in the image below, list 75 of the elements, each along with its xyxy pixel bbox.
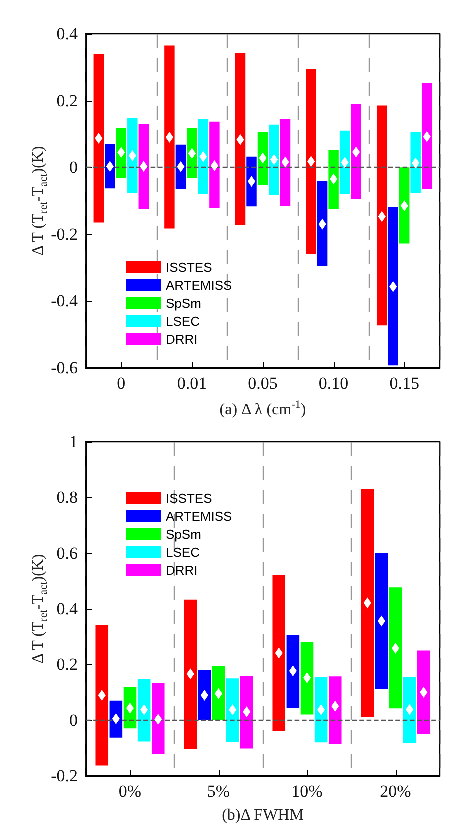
- bar: [187, 128, 198, 178]
- bar: [164, 46, 175, 229]
- x-tick-label: 0.10: [318, 374, 349, 393]
- y-tick-label: -0.6: [51, 358, 78, 378]
- bar: [410, 132, 421, 194]
- bar: [128, 118, 138, 194]
- bar: [306, 69, 316, 254]
- bar: [226, 678, 240, 742]
- legend-label: ARTEMISS: [166, 278, 233, 293]
- bar: [351, 104, 362, 200]
- bar: [340, 130, 350, 194]
- legend-label: DRRI: [166, 563, 198, 578]
- bar: [138, 679, 151, 742]
- bar: [212, 666, 226, 720]
- legend-label: ISSTES: [166, 491, 213, 506]
- bar: [184, 600, 198, 750]
- bar: [272, 575, 286, 732]
- y-tick-label: -0.2: [51, 224, 78, 244]
- bar: [361, 489, 374, 718]
- x-tick-label: 10%: [292, 782, 323, 801]
- bar: [198, 670, 212, 720]
- bar: [328, 150, 339, 210]
- bar: [269, 124, 280, 195]
- bar: [403, 677, 416, 744]
- bar: [314, 677, 328, 743]
- bar: [235, 53, 246, 226]
- legend-label: LSEC: [166, 545, 200, 560]
- y-tick-label: 0.6: [56, 544, 78, 563]
- x-tick-label: 0.15: [390, 374, 420, 393]
- bar: [417, 650, 430, 734]
- y-tick-label: 0.8: [56, 488, 78, 508]
- x-axis-title: (b)Δ FWHM: [221, 807, 305, 825]
- legend-label: ARTEMISS: [166, 509, 233, 524]
- bar: [96, 625, 109, 766]
- y-tick-label: -0.2: [51, 766, 78, 786]
- bar: [210, 122, 220, 208]
- x-tick-label: 0.01: [177, 374, 208, 393]
- bar: [110, 700, 123, 738]
- y-tick-label: 0: [70, 158, 78, 178]
- bar: [317, 180, 328, 266]
- bar: [240, 676, 254, 749]
- y-tick-label: 0.4: [56, 600, 78, 618]
- bar: [375, 553, 388, 690]
- x-tick-label: 0.05: [248, 374, 278, 393]
- x-tick-label: 20%: [380, 782, 412, 801]
- bar: [300, 642, 314, 715]
- bar: [138, 124, 150, 210]
- legend-label: DRRI: [166, 332, 198, 347]
- legend-label: SpSm: [166, 296, 202, 311]
- bar: [280, 119, 291, 206]
- x-tick-label: 5%: [207, 782, 230, 801]
- bar: [176, 144, 186, 190]
- bar: [198, 119, 209, 194]
- legend-label: LSEC: [166, 314, 200, 329]
- bar: [286, 635, 300, 708]
- bar: [94, 54, 104, 223]
- bar: [399, 168, 410, 244]
- x-tick-label: 0: [117, 374, 126, 393]
- bar: [388, 207, 398, 366]
- bar: [328, 676, 342, 744]
- bar: [389, 588, 402, 709]
- y-tick-label: -0.4: [51, 292, 78, 311]
- x-axis-title: (a) Δ λ (cm$^{-1}$): [218, 399, 308, 420]
- y-tick-label: 1: [70, 432, 78, 452]
- legend-label: ISSTES: [166, 260, 213, 275]
- y-tick-label: 0: [70, 710, 78, 730]
- y-tick-label: 0.4: [56, 24, 78, 44]
- bar: [376, 106, 388, 326]
- y-tick-label: 0.2: [56, 655, 78, 674]
- bar: [422, 83, 432, 190]
- bar: [105, 144, 116, 189]
- y-tick-label: 0.2: [56, 91, 78, 110]
- legend-label: SpSm: [166, 527, 202, 542]
- x-tick-label: 0%: [118, 782, 142, 801]
- bar: [152, 683, 165, 754]
